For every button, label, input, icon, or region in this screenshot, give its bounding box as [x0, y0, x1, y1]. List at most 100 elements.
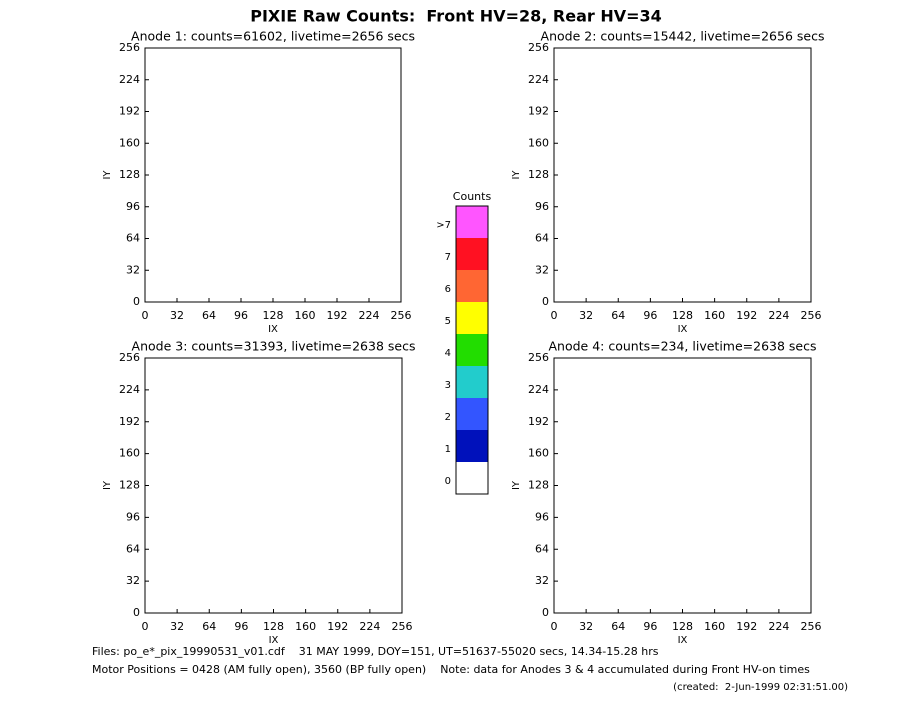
panel-title: Anode 2: counts=15442, livetime=2656 sec… [541, 29, 825, 44]
x-tick-label: 0 [142, 309, 149, 322]
y-tick-label: 0 [542, 606, 549, 619]
panel-title: Anode 1: counts=61602, livetime=2656 sec… [131, 29, 415, 44]
colorbar-label: >7 [436, 220, 451, 231]
x-tick-label: 32 [579, 620, 593, 633]
x-tick-label: 128 [672, 309, 693, 322]
y-tick-label: 96 [126, 510, 140, 523]
y-tick-label: 256 [119, 41, 140, 54]
x-tick-label: 160 [295, 309, 316, 322]
y-tick-label: 128 [528, 168, 549, 181]
colorbar-swatch [456, 398, 488, 430]
colorbar-label: 2 [445, 412, 451, 423]
y-tick-label: 32 [126, 574, 140, 587]
y-tick-label: 128 [119, 168, 140, 181]
y-axis-label: IY [511, 480, 522, 490]
x-tick-label: 0 [142, 620, 149, 633]
x-axis-label: IX [269, 635, 279, 646]
x-axis-label: IX [678, 324, 688, 335]
colorbar-swatch [456, 462, 488, 494]
x-tick-label: 224 [768, 309, 789, 322]
x-tick-label: 192 [736, 309, 757, 322]
colorbar-swatch [456, 238, 488, 270]
x-tick-label: 256 [801, 309, 822, 322]
y-tick-label: 128 [119, 479, 140, 492]
y-tick-label: 96 [126, 200, 140, 213]
x-tick-label: 160 [704, 309, 725, 322]
y-tick-label: 192 [119, 105, 140, 118]
y-tick-label: 192 [119, 415, 140, 428]
x-tick-label: 64 [611, 309, 625, 322]
colorbar-swatch [456, 430, 488, 462]
y-tick-label: 32 [535, 263, 549, 276]
x-tick-label: 32 [170, 620, 184, 633]
colorbar-frame [455, 205, 489, 495]
x-tick-label: 192 [736, 620, 757, 633]
y-axis-label: IY [511, 170, 522, 180]
y-tick-label: 32 [126, 263, 140, 276]
y-tick-label: 160 [528, 136, 549, 149]
x-tick-label: 96 [234, 620, 248, 633]
y-tick-label: 32 [535, 574, 549, 587]
colorbar-label: 5 [445, 316, 451, 327]
y-tick-label: 64 [126, 542, 140, 555]
x-tick-label: 192 [327, 309, 348, 322]
x-tick-label: 160 [704, 620, 725, 633]
y-tick-label: 224 [528, 73, 549, 86]
x-tick-label: 192 [327, 620, 348, 633]
x-tick-label: 96 [643, 620, 657, 633]
x-tick-label: 32 [170, 309, 184, 322]
colorbar-swatch [456, 206, 488, 238]
colorbar-swatch [456, 334, 488, 366]
plot-frame [144, 47, 402, 303]
x-tick-label: 96 [234, 309, 248, 322]
y-tick-label: 64 [535, 542, 549, 555]
x-axis-label: IX [268, 324, 278, 335]
y-axis-label: IY [102, 480, 113, 490]
x-tick-label: 64 [202, 620, 216, 633]
y-tick-label: 128 [528, 479, 549, 492]
y-tick-label: 160 [528, 447, 549, 460]
colorbar-label: 7 [445, 252, 451, 263]
y-tick-label: 64 [126, 232, 140, 245]
y-tick-label: 0 [542, 295, 549, 308]
panel-title: Anode 3: counts=31393, livetime=2638 sec… [132, 339, 416, 354]
plot-frame [553, 47, 812, 303]
plot-frame [553, 357, 812, 614]
colorbar-label: 3 [445, 380, 451, 391]
y-tick-label: 256 [528, 351, 549, 364]
panel-title: Anode 4: counts=234, livetime=2638 secs [548, 339, 816, 354]
colorbar-label: 4 [445, 348, 451, 359]
x-tick-label: 256 [801, 620, 822, 633]
x-tick-label: 256 [391, 309, 412, 322]
figure-title: PIXIE Raw Counts: Front HV=28, Rear HV=3… [250, 7, 662, 26]
x-tick-label: 128 [263, 309, 284, 322]
colorbar-label: 0 [445, 476, 451, 487]
y-tick-label: 96 [535, 200, 549, 213]
y-tick-label: 160 [119, 447, 140, 460]
plot-frame [144, 357, 403, 614]
x-axis-label: IX [678, 635, 688, 646]
y-tick-label: 0 [133, 606, 140, 619]
x-tick-label: 0 [551, 620, 558, 633]
y-tick-label: 0 [133, 295, 140, 308]
x-tick-label: 128 [672, 620, 693, 633]
y-tick-label: 256 [528, 41, 549, 54]
y-tick-label: 224 [528, 383, 549, 396]
colorbar-swatch [456, 270, 488, 302]
x-tick-label: 32 [579, 309, 593, 322]
y-tick-label: 224 [119, 383, 140, 396]
footer-line: Files: po_e*_pix_19990531_v01.cdf 31 MAY… [92, 645, 659, 658]
y-tick-label: 96 [535, 510, 549, 523]
colorbar-label: 1 [445, 444, 451, 455]
footer-line: (created: 2-Jun-1999 02:31:51.00) [673, 682, 848, 693]
x-tick-label: 224 [768, 620, 789, 633]
x-tick-label: 128 [263, 620, 284, 633]
y-tick-label: 256 [119, 351, 140, 364]
y-tick-label: 64 [535, 232, 549, 245]
footer-line: Motor Positions = 0428 (AM fully open), … [92, 663, 810, 676]
x-tick-label: 64 [611, 620, 625, 633]
y-tick-label: 224 [119, 73, 140, 86]
x-tick-label: 96 [643, 309, 657, 322]
colorbar-label: 6 [445, 284, 451, 295]
